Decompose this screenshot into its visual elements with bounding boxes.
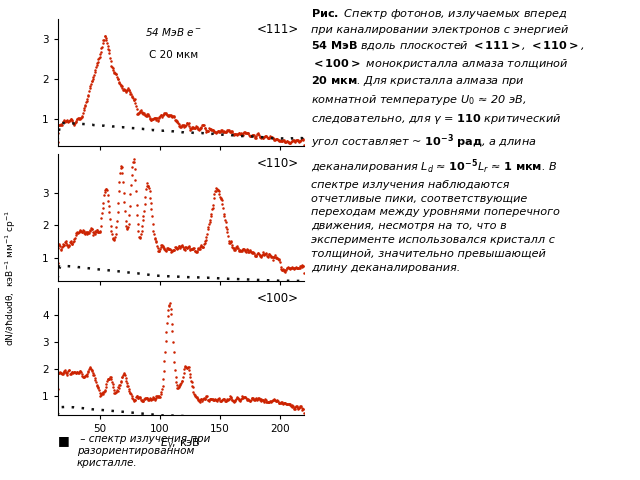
Text: С 20 мкм: С 20 мкм [149,50,198,60]
Text: – спектр излучения при
разориентированном
кристалле.: – спектр излучения при разориентированно… [77,434,210,468]
Text: <111>: <111> [257,23,299,36]
Text: 54 МэВ e$^-$: 54 МэВ e$^-$ [145,25,202,37]
Text: <110>: <110> [257,157,299,170]
Text: ■: ■ [58,434,69,447]
X-axis label: $E_\gamma$, кэВ: $E_\gamma$, кэВ [161,437,201,454]
Text: $\mathbf{Рис.}$ Спектр фотонов, излучаемых вперед
при каналировании электронов с: $\mathbf{Рис.}$ Спектр фотонов, излучаем… [311,7,585,273]
Text: <100>: <100> [257,292,299,305]
Text: dN/∂ħdωdθ,  кэВ$^{-1}$ мм$^{-1}$ ср$^{-1}$: dN/∂ħdωdθ, кэВ$^{-1}$ мм$^{-1}$ ср$^{-1}… [3,210,18,347]
